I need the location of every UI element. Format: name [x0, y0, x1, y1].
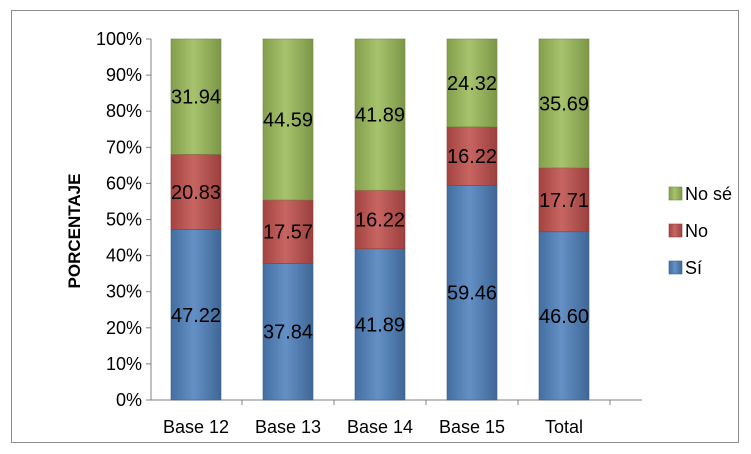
- bar-segment: [354, 38, 406, 191]
- bar-segment: [170, 38, 222, 155]
- y-tick-label: 50%: [106, 210, 142, 230]
- data-label: 17.71: [539, 190, 589, 212]
- data-label: 46.60: [539, 306, 589, 328]
- bar-segment: [262, 263, 314, 401]
- bar-segment: [446, 126, 498, 186]
- bar-segment: [262, 199, 314, 264]
- bar-segment: [354, 189, 406, 250]
- y-tick-label: 20%: [106, 318, 142, 338]
- data-label: 16.22: [355, 210, 405, 232]
- y-tick-label: 40%: [106, 246, 142, 266]
- legend-label: No: [685, 221, 708, 241]
- y-tick-label: 100%: [96, 29, 142, 49]
- bar-segment: [538, 231, 590, 401]
- data-label: 20.83: [171, 182, 221, 204]
- y-tick-label: 30%: [106, 282, 142, 302]
- data-label: 17.57: [263, 222, 313, 244]
- bar-segment: [446, 38, 498, 128]
- x-tick-label: Base 14: [347, 417, 413, 437]
- bar-segment: [446, 185, 498, 401]
- y-tick-label: 60%: [106, 173, 142, 193]
- stacked-bar-chart: 0% 10% 20% 30% 40% 50% 60% 70% 80% 90% 100% Base 12…: [65, 29, 732, 437]
- data-label: 41.89: [355, 105, 405, 127]
- x-tick-label: Total: [545, 417, 583, 437]
- bar-segment: [538, 167, 590, 233]
- legend-swatch: [668, 186, 683, 201]
- data-label: 31.94: [171, 87, 221, 109]
- x-tick-label: Base 12: [163, 417, 229, 437]
- legend-label: Sí: [685, 258, 702, 278]
- y-tick-label: 70%: [106, 137, 142, 157]
- y-tick-label: 90%: [106, 65, 142, 85]
- data-label: 24.32: [447, 73, 497, 95]
- x-tick-label: Base 15: [439, 417, 505, 437]
- bar-segment: [262, 38, 314, 201]
- data-label: 35.69: [539, 93, 589, 115]
- data-label: 37.84: [263, 322, 313, 344]
- y-tick-label: 0%: [116, 390, 142, 410]
- bar-segment: [354, 248, 406, 401]
- bar-segment: [538, 38, 590, 169]
- chart-frame: 0% 10% 20% 30% 40% 50% 60% 70% 80% 90% 100% Base 12…: [11, 10, 739, 443]
- data-label: 41.89: [355, 314, 405, 336]
- y-axis-title: PORCENTAJE: [65, 174, 84, 289]
- data-label: 16.22: [447, 146, 497, 168]
- data-label: 47.22: [171, 305, 221, 327]
- y-tick-label: 10%: [106, 354, 142, 374]
- legend-swatch: [668, 223, 683, 238]
- legend-swatch: [668, 260, 683, 275]
- y-tick-label: 80%: [106, 101, 142, 121]
- data-label: 59.46: [447, 283, 497, 305]
- legend-label: No sé: [685, 184, 732, 204]
- x-tick-label: Base 13: [255, 417, 321, 437]
- data-label: 44.59: [263, 109, 313, 131]
